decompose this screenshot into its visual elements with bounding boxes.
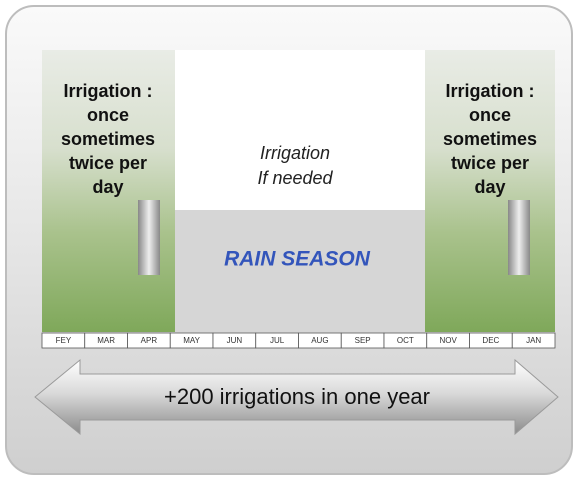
note-line: Irrigation	[260, 143, 330, 163]
note-line: sometimes	[61, 129, 155, 149]
diagram: Irrigation : once sometimes twice per day Irr…	[0, 0, 579, 481]
month-label: NOV	[439, 336, 457, 345]
note-line: twice per	[451, 153, 529, 173]
note-line: day	[92, 177, 123, 197]
month-label: DEC	[482, 336, 499, 345]
month-label: MAR	[97, 336, 115, 345]
note-line: sometimes	[443, 129, 537, 149]
arrow-label: +200 irrigations in one year	[164, 384, 430, 409]
sprinkler-right	[508, 200, 530, 275]
month-label: MAY	[183, 336, 200, 345]
note-line: Irrigation :	[446, 81, 535, 101]
note-line: If needed	[257, 168, 333, 188]
rain-label: RAIN SEASON	[224, 248, 371, 271]
sprinkler-left	[138, 200, 160, 275]
note-line: once	[469, 105, 511, 125]
note-line: once	[87, 105, 129, 125]
month-label: OCT	[397, 336, 414, 345]
month-label: APR	[141, 336, 158, 345]
month-label: JAN	[526, 336, 541, 345]
month-label: FEY	[56, 336, 72, 345]
month-label: SEP	[355, 336, 371, 345]
rain-zone	[175, 210, 425, 332]
note-line: day	[474, 177, 505, 197]
note-line: twice per	[69, 153, 147, 173]
month-label: AUG	[311, 336, 328, 345]
month-label: JUN	[227, 336, 243, 345]
month-label: JUL	[270, 336, 285, 345]
note-line: Irrigation :	[64, 81, 153, 101]
